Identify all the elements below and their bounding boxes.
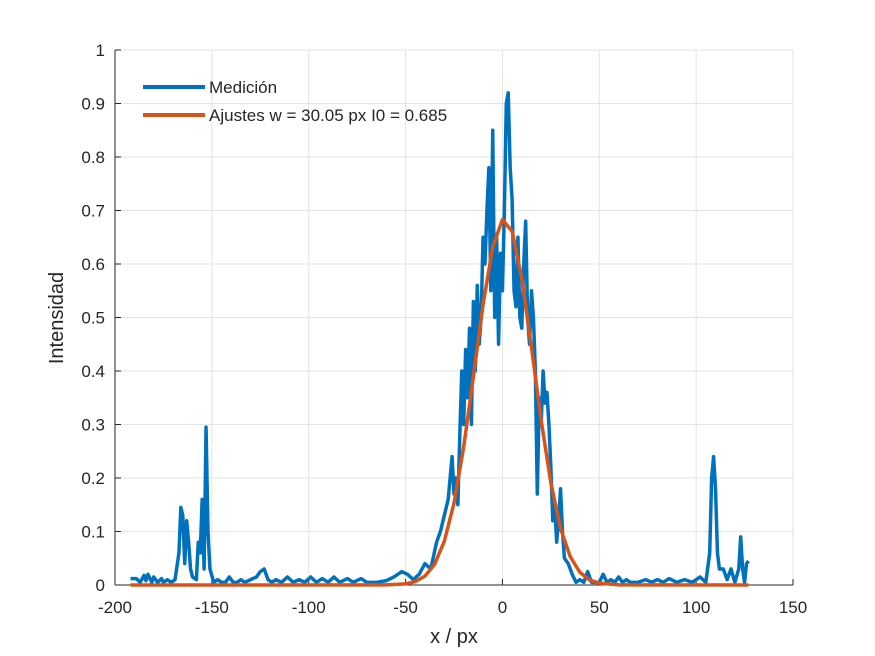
y-tick-label: 0.4 [81,362,105,381]
x-axis-label: x / px [430,626,478,648]
legend-label: Ajustes w = 30.05 px I0 = 0.685 [209,106,447,125]
y-tick-label: 1 [96,41,105,60]
y-tick-label: 0.9 [81,95,105,114]
y-tick-label: 0.5 [81,309,105,328]
x-tick-label: 50 [590,598,609,617]
x-tick-label: -200 [98,598,132,617]
data-line [130,217,749,587]
y-axis-label: Intensidad [46,272,68,364]
y-tick-label: 0.3 [81,416,105,435]
x-tick-label: 100 [682,598,710,617]
data-line [130,91,750,585]
legend-label: Medición [209,78,277,97]
y-tick-label: 0.7 [81,202,105,221]
x-tick-label: -50 [393,598,418,617]
y-tick-label: 0.2 [81,469,105,488]
y-tick-label: 0.8 [81,148,105,167]
y-tick-label: 0.1 [81,523,105,542]
x-tick-label: 150 [779,598,807,617]
y-tick-label: 0.6 [81,255,105,274]
x-tick-label: -150 [195,598,229,617]
y-tick-label: 0 [96,576,105,595]
x-tick-label: 0 [498,598,507,617]
x-tick-label: -100 [292,598,326,617]
